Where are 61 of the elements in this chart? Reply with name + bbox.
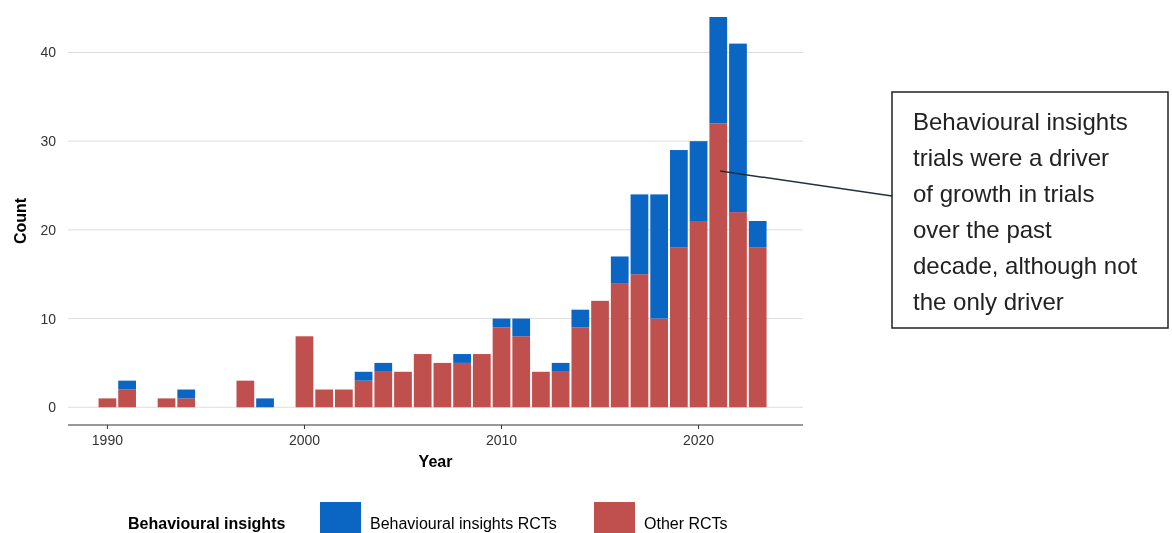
bar — [669, 247, 688, 408]
bar — [591, 300, 609, 408]
x-axis-title: Year — [418, 453, 453, 470]
bar — [709, 123, 728, 408]
bar — [472, 354, 491, 408]
bar — [610, 256, 629, 284]
x-tick-label: 2010 — [485, 432, 518, 448]
bar — [571, 309, 590, 328]
bar — [354, 371, 373, 381]
bar — [118, 380, 136, 390]
text: Behavioural insights trials were a driver of growth in trials over the past decade, although not the only driver — [913, 108, 1138, 315]
bar — [256, 398, 274, 408]
legend-label: Other RCTs — [644, 515, 728, 532]
legend-title: Behavioural insights — [128, 515, 286, 532]
y-tick-label: 20 — [40, 221, 57, 238]
bar — [433, 362, 452, 408]
bar — [157, 398, 176, 408]
bar — [729, 212, 747, 408]
bar — [532, 371, 550, 408]
bar — [374, 371, 393, 408]
bar — [551, 362, 570, 372]
bar — [689, 221, 708, 408]
bar — [118, 389, 136, 408]
bar — [453, 362, 471, 408]
bar — [354, 380, 373, 408]
bar — [413, 354, 432, 408]
y-tick-label: 30 — [40, 133, 57, 150]
bar — [98, 398, 117, 408]
bar — [236, 380, 255, 408]
y-tick-label: 10 — [40, 310, 57, 327]
bar — [315, 389, 334, 408]
y-tick-label: 0 — [48, 399, 57, 416]
bar — [729, 43, 747, 213]
bar — [571, 327, 590, 408]
bar — [748, 221, 767, 248]
bar — [709, 17, 728, 124]
bar — [335, 389, 353, 408]
bar — [295, 336, 314, 408]
bar — [177, 389, 196, 399]
bar — [374, 362, 393, 372]
y-axis-title: Count — [12, 197, 29, 245]
bar — [689, 141, 708, 221]
bar — [650, 194, 669, 319]
bar — [551, 371, 570, 408]
bar — [492, 327, 511, 408]
x-tick-label: 2000 — [288, 432, 321, 448]
bar — [610, 283, 629, 408]
bar — [177, 398, 196, 408]
bar — [512, 336, 531, 408]
bar — [748, 247, 767, 408]
x-tick-label: 1990 — [91, 432, 124, 448]
legend-label: Behavioural insights RCTs — [370, 515, 557, 532]
bar — [650, 318, 669, 408]
y-tick-label: 40 — [40, 44, 57, 61]
bar — [630, 274, 649, 408]
x-tick-label: 2020 — [682, 432, 715, 448]
bar — [512, 318, 531, 337]
bar — [630, 194, 649, 275]
bar — [669, 150, 688, 248]
bar — [453, 354, 471, 363]
bar — [394, 371, 412, 408]
